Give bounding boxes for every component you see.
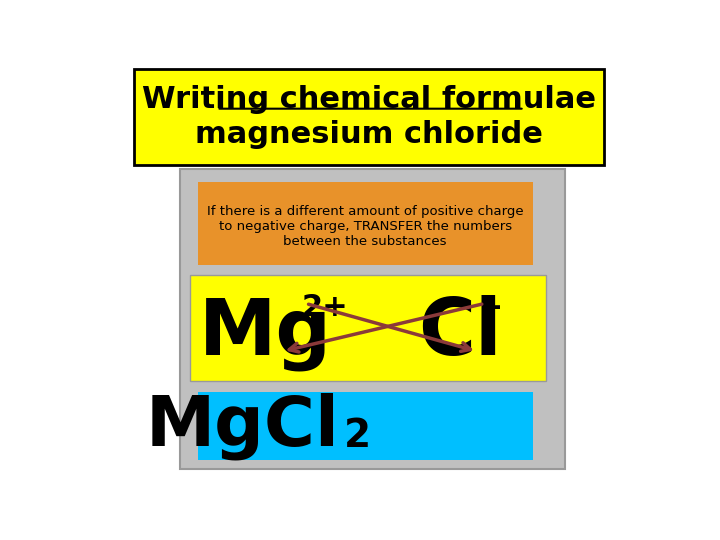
Text: If there is a different amount of positive charge: If there is a different amount of positi… [207, 205, 523, 218]
Text: between the substances: between the substances [284, 235, 447, 248]
FancyBboxPatch shape [190, 275, 546, 381]
Text: 2+: 2+ [301, 293, 348, 322]
FancyBboxPatch shape [180, 168, 565, 469]
FancyBboxPatch shape [134, 69, 604, 165]
FancyBboxPatch shape [198, 392, 533, 460]
FancyBboxPatch shape [198, 182, 533, 265]
Text: to negative charge, TRANSFER the numbers: to negative charge, TRANSFER the numbers [219, 220, 512, 233]
Text: Cl: Cl [418, 295, 502, 371]
Text: magnesium chloride: magnesium chloride [195, 119, 543, 148]
Text: -: - [488, 293, 501, 322]
Text: 2: 2 [344, 417, 372, 455]
Text: Writing chemical formulae: Writing chemical formulae [142, 85, 596, 114]
Text: Mg: Mg [199, 295, 331, 371]
Text: MgCl: MgCl [146, 393, 340, 461]
